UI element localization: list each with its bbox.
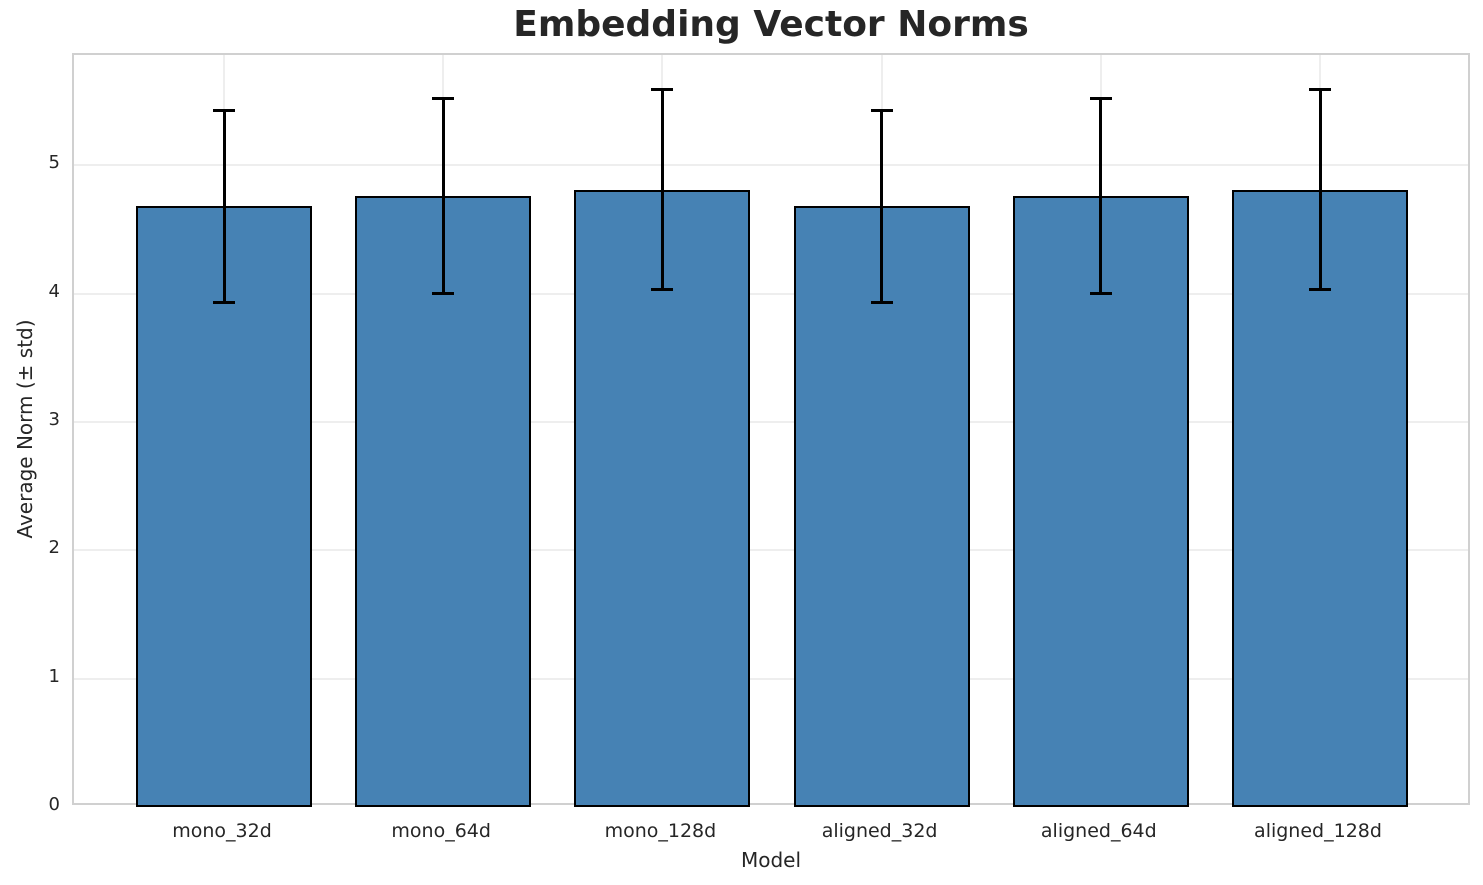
bar	[793, 206, 970, 807]
gridline-h	[74, 677, 1468, 680]
error-bar-stem	[880, 110, 884, 303]
y-tick-label: 5	[48, 152, 60, 174]
x-axis-label: Model	[740, 848, 802, 872]
x-tick-label: mono_64d	[391, 820, 491, 842]
error-bar-cap	[1309, 88, 1331, 92]
x-tick-label: mono_32d	[172, 820, 272, 842]
bar	[355, 196, 532, 807]
error-bar-cap	[1309, 288, 1331, 292]
gridline-h	[74, 421, 1468, 423]
bar	[574, 189, 751, 807]
chart-title: Embedding Vector Norms	[513, 4, 1029, 45]
x-tick-label: aligned_32d	[821, 820, 938, 842]
bar	[1232, 189, 1408, 807]
bar	[136, 206, 312, 807]
error-bar-stem	[222, 110, 226, 303]
error-bar-cap	[870, 301, 893, 305]
y-tick-label: 4	[48, 280, 60, 302]
gridline-h	[74, 549, 1468, 552]
y-tick-label: 0	[48, 794, 60, 815]
gridline-h	[74, 164, 1468, 167]
bar	[1012, 196, 1189, 807]
error-bar-stem	[660, 89, 664, 290]
plot-area	[72, 53, 1470, 807]
x-tick-label: mono_128d	[604, 820, 717, 842]
error-bar-cap	[1089, 97, 1112, 101]
error-bar-cap	[432, 292, 455, 296]
error-bar-cap	[432, 97, 455, 101]
error-bar-cap	[870, 108, 893, 112]
x-tick-label: aligned_128d	[1254, 820, 1382, 842]
error-bar-cap	[213, 108, 235, 112]
y-tick-label: 2	[48, 537, 60, 559]
error-bar-cap	[651, 288, 674, 292]
error-bar-stem	[441, 98, 445, 294]
x-tick-label: aligned_64d	[1040, 820, 1157, 842]
y-tick-label: 3	[48, 409, 60, 430]
gridline-h	[74, 292, 1468, 295]
error-bar-stem	[1318, 89, 1322, 290]
y-tick-label: 1	[48, 665, 60, 687]
error-bar-cap	[1089, 292, 1112, 296]
error-bar-stem	[1099, 98, 1103, 294]
error-bar-cap	[651, 88, 674, 92]
error-bar-cap	[213, 301, 235, 305]
